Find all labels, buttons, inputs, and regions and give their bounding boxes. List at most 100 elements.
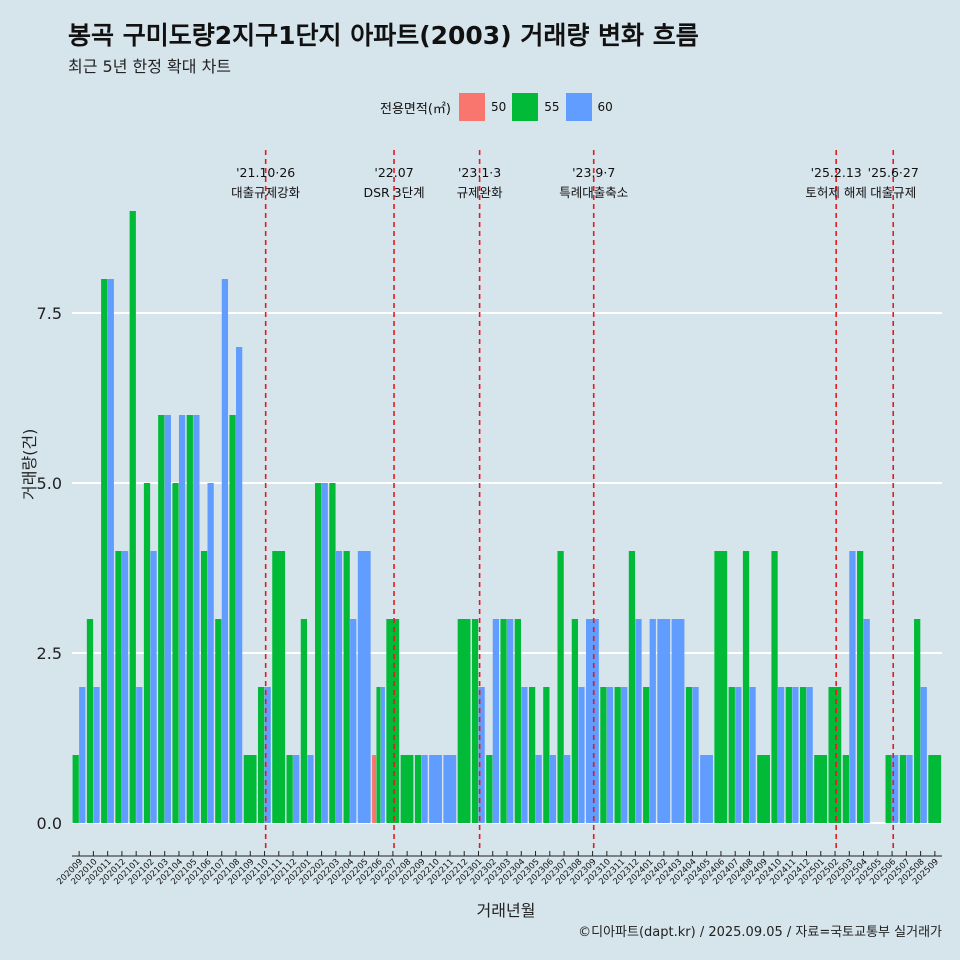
bar-60-202211 <box>443 755 457 823</box>
chart-title: 봉곡 구미도량2지구1단지 아파트(2003) 거래량 변화 흐름 <box>68 21 699 50</box>
event-date-label: '25.2.13 <box>811 165 862 180</box>
bar-55-202401 <box>643 687 650 823</box>
bar-55-202209 <box>414 755 422 823</box>
bar-60-202102 <box>150 551 157 823</box>
bar-60-202303 <box>507 619 514 823</box>
bar-60-202507 <box>906 755 913 823</box>
bar-55-202104 <box>172 483 179 823</box>
bar-60-202304 <box>521 687 528 823</box>
bar-55-202009 <box>72 755 79 823</box>
legend-swatch-50 <box>458 93 485 121</box>
event-date-label: '21.10·26 <box>236 165 295 180</box>
bar-55-202507 <box>899 755 907 823</box>
bar-60-202012 <box>121 551 129 823</box>
bar-60-202508 <box>920 687 927 823</box>
bar-55-202302 <box>486 755 493 823</box>
bar-55-202208 <box>400 755 414 823</box>
bar-55-202011 <box>101 279 108 823</box>
bar-55-202307 <box>557 551 564 823</box>
chart-subtitle: 최근 5년 한정 확대 차트 <box>68 57 232 76</box>
bar-55-202305 <box>528 687 536 823</box>
bar-60-202203 <box>335 551 343 823</box>
bar-55-202105 <box>186 415 193 823</box>
bar-55-202404 <box>685 687 693 823</box>
bar-60-202306 <box>549 755 557 823</box>
source-caption: ©디아파트(dapt.kr) / 2025.09.05 / 자료=국토교통부 실… <box>578 925 942 940</box>
event-desc-label: 특례대출축소 <box>559 185 628 200</box>
bar-55-202412 <box>799 687 807 823</box>
bar-55-202310 <box>600 687 607 823</box>
y-tick-label: 7.5 <box>37 304 62 323</box>
x-axis-label: 거래년월 <box>476 901 536 920</box>
bar-55-202408 <box>742 551 750 823</box>
bar-55-202110 <box>257 687 265 823</box>
bar-60-202302 <box>492 619 499 823</box>
y-tick-label: 2.5 <box>37 644 62 663</box>
bar-60-202101 <box>136 687 143 823</box>
bar-60-202310 <box>606 687 614 823</box>
bar-60-202206 <box>380 687 385 823</box>
bar-55-202010 <box>86 619 94 823</box>
bar-55-202506 <box>885 755 892 823</box>
bar-60-202402 <box>657 619 671 823</box>
bar-60-202107 <box>221 279 229 823</box>
bar-60-202201 <box>307 755 314 823</box>
legend-item-60: 60 <box>565 93 613 121</box>
bar-55-202207 <box>386 619 400 823</box>
bar-60-202503 <box>849 551 856 823</box>
bar-60-202112 <box>293 755 300 823</box>
bar-55-202409 <box>757 755 770 823</box>
bar-60-202010 <box>93 687 100 823</box>
legend-label-50: 50 <box>490 100 507 114</box>
bar-55-202106 <box>200 551 208 823</box>
bar-55-202203 <box>329 483 336 823</box>
y-tick-label: 0.0 <box>37 814 62 833</box>
bar-55-202504 <box>856 551 864 823</box>
bar-60-202011 <box>107 279 114 823</box>
bar-60-202307 <box>564 755 571 823</box>
bar-55-202509 <box>928 755 942 823</box>
bar-60-202504 <box>863 619 870 823</box>
bar-60-202407 <box>735 687 742 823</box>
bar-55-202108 <box>229 415 236 823</box>
bar-55-202308 <box>571 619 579 823</box>
bar-60-202205 <box>357 551 371 823</box>
event-date-label: '23.9·7 <box>572 165 615 180</box>
legend-item-55: 55 <box>512 93 560 121</box>
bar-55-202301 <box>471 619 479 823</box>
event-date-label: '23.1·3 <box>458 165 501 180</box>
bar-60-202308 <box>578 687 585 823</box>
bar-60-202311 <box>621 687 628 823</box>
bar-60-202301 <box>478 687 485 823</box>
bar-60-202108 <box>236 347 243 823</box>
bar-60-202202 <box>321 483 328 823</box>
bar-60-202403 <box>671 619 685 823</box>
legend-label-55: 55 <box>544 100 560 114</box>
bar-55-202312 <box>628 551 636 823</box>
y-axis-label: 거래량(건) <box>20 428 39 500</box>
legend-swatch-55 <box>512 93 539 121</box>
bar-55-202202 <box>315 483 322 823</box>
bar-60-202106 <box>207 483 214 823</box>
bar-60-202405 <box>700 755 713 823</box>
legend-title: 전용면적(㎡) <box>380 101 451 117</box>
event-date-label: '22.07 <box>374 165 413 180</box>
bar-55-202502 <box>828 687 842 823</box>
bar-55-202406 <box>714 551 728 823</box>
bar-55-202111 <box>272 551 286 823</box>
bar-60-202401 <box>649 619 656 823</box>
bar-60-202404 <box>692 687 699 823</box>
bar-55-202107 <box>215 619 222 823</box>
bar-55-202112 <box>286 755 293 823</box>
event-desc-label: DSR 3단계 <box>363 185 424 200</box>
event-desc-label: 대출규제강화 <box>231 185 301 200</box>
bar-60-202110 <box>264 687 271 823</box>
bar-60-202209 <box>421 755 428 823</box>
event-desc-label: 대출규제 <box>870 185 916 200</box>
bar-60-202408 <box>749 687 756 823</box>
event-desc-label: 토허제 해제 <box>805 185 866 200</box>
bar-55-202503 <box>842 755 849 823</box>
legend-item-50: 50 <box>458 93 507 121</box>
